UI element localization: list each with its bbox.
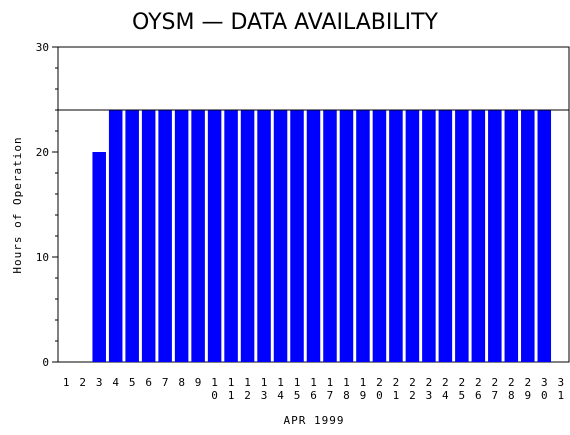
bar — [273, 110, 288, 362]
x-tick-label: 3 — [96, 376, 103, 389]
x-tick-label: 6 — [475, 389, 482, 402]
bar — [92, 152, 106, 362]
x-tick-label: 8 — [178, 376, 185, 389]
x-tick-label: 2 — [508, 376, 515, 389]
bar — [207, 110, 222, 362]
x-tick-label: 7 — [492, 389, 499, 402]
bar — [471, 110, 486, 362]
x-tick-label: 3 — [541, 376, 548, 389]
x-tick-label: 2 — [459, 376, 466, 389]
x-tick-label: 5 — [459, 389, 466, 402]
bar — [125, 110, 139, 362]
x-tick-label: 9 — [360, 389, 367, 402]
x-tick-label: 1 — [343, 376, 350, 389]
x-axis-label: APR 1999 — [284, 414, 345, 427]
x-tick-label: 2 — [79, 376, 86, 389]
bar — [108, 110, 123, 362]
bar — [158, 110, 172, 362]
x-tick-label: 4 — [112, 376, 119, 389]
bar — [339, 110, 354, 362]
x-tick-label: 6 — [145, 376, 152, 389]
y-tick-label: 0 — [42, 356, 49, 369]
x-tick-label: 7 — [162, 376, 169, 389]
x-tick-label: 3 — [261, 389, 268, 402]
bar — [372, 110, 387, 362]
x-tick-label: 5 — [294, 389, 301, 402]
x-tick-label: 3 — [426, 389, 433, 402]
x-tick-label: 1 — [261, 376, 268, 389]
x-tick-label: 2 — [393, 376, 400, 389]
y-tick-label: 10 — [36, 251, 49, 264]
x-tick-label: 2 — [524, 376, 531, 389]
x-tick-label: 7 — [327, 389, 334, 402]
x-tick-label: 2 — [409, 376, 416, 389]
bar — [405, 110, 420, 362]
x-tick-label: 2 — [409, 389, 416, 402]
x-tick-label: 1 — [63, 376, 70, 389]
bar — [504, 110, 519, 362]
x-tick-label: 3 — [557, 376, 564, 389]
x-tick-label: 1 — [244, 376, 251, 389]
bar — [422, 110, 436, 362]
bar — [438, 110, 453, 362]
x-tick-label: 1 — [228, 376, 235, 389]
bar — [488, 110, 502, 362]
x-tick-label: 1 — [211, 376, 218, 389]
bar — [191, 110, 205, 362]
x-tick-label: 0 — [541, 389, 548, 402]
x-tick-label: 1 — [360, 376, 367, 389]
x-tick-label: 1 — [277, 376, 284, 389]
bar — [521, 110, 535, 362]
x-tick-label: 6 — [310, 389, 317, 402]
x-tick-label: 5 — [129, 376, 136, 389]
x-tick-label: 2 — [442, 376, 449, 389]
x-tick-label: 8 — [508, 389, 515, 402]
bar — [323, 110, 337, 362]
bar — [455, 110, 469, 362]
y-axis-label: Hours of Operation — [11, 136, 24, 273]
x-tick-label: 1 — [228, 389, 235, 402]
bar — [257, 110, 271, 362]
x-tick-label: 1 — [310, 376, 317, 389]
x-tick-label: 1 — [393, 389, 400, 402]
x-tick-label: 8 — [343, 389, 350, 402]
x-tick-label: 2 — [475, 376, 482, 389]
x-tick-label: 1 — [294, 376, 301, 389]
x-tick-label: 2 — [426, 376, 433, 389]
x-tick-label: 0 — [376, 389, 383, 402]
bar — [290, 110, 304, 362]
chart-title: OYSM — DATA AVAILABILITY — [132, 10, 439, 35]
bar — [224, 110, 238, 362]
bar — [306, 110, 321, 362]
x-tick-label: 9 — [195, 376, 202, 389]
bar — [141, 110, 156, 362]
x-tick-label: 4 — [277, 389, 284, 402]
x-tick-label: 1 — [327, 376, 334, 389]
x-tick-label: 4 — [442, 389, 449, 402]
x-tick-label: 2 — [244, 389, 251, 402]
bar — [356, 110, 370, 362]
x-tick-label: 2 — [492, 376, 499, 389]
bar — [389, 110, 403, 362]
x-tick-label: 2 — [376, 376, 383, 389]
x-tick-label: 0 — [211, 389, 218, 402]
y-tick-label: 30 — [36, 41, 49, 54]
y-tick-label: 20 — [36, 146, 49, 159]
bar — [174, 110, 189, 362]
bar — [537, 110, 552, 362]
bar — [240, 110, 255, 362]
x-tick-label: 9 — [524, 389, 531, 402]
x-tick-label: 1 — [557, 389, 564, 402]
